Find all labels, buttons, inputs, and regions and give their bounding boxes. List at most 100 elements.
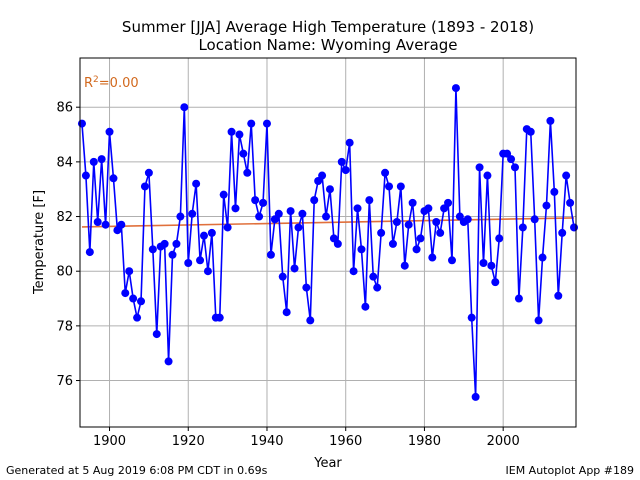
data-point (196, 256, 205, 265)
y-tick-label: 82 (56, 210, 73, 225)
data-point (412, 245, 421, 254)
data-point (341, 166, 350, 175)
data-point (428, 253, 437, 262)
data-point (274, 209, 283, 218)
data-point (255, 212, 264, 221)
x-tick-label: 1900 (93, 434, 126, 449)
data-point (369, 272, 378, 281)
data-point (262, 119, 271, 128)
data-point (306, 316, 315, 325)
y-tick-label: 84 (56, 155, 73, 170)
data-point (507, 155, 516, 164)
data-point (325, 185, 334, 194)
data-point (424, 204, 433, 213)
data-point (479, 259, 488, 267)
data-point (117, 220, 126, 229)
data-point (436, 228, 445, 237)
data-point (247, 119, 256, 128)
data-point (491, 278, 500, 287)
data-point (152, 330, 161, 339)
data-point (566, 198, 575, 207)
data-point (400, 261, 409, 270)
ticks: 1900 1920 1940 1960 1980 2000 76 78 80 82 84 86 (56, 101, 519, 449)
y-axis-label: Temperature [F] (32, 190, 47, 295)
data-point (89, 157, 98, 166)
data-point (176, 212, 185, 221)
data-point (408, 198, 417, 207)
data-point (518, 223, 527, 232)
data-point (282, 308, 291, 317)
data-point (385, 182, 394, 191)
trend-line (81, 217, 575, 228)
data-point (188, 209, 197, 218)
data-point (125, 267, 134, 276)
data-point (223, 223, 232, 232)
data-point (538, 253, 547, 262)
data-point (487, 261, 496, 270)
data-point (333, 239, 342, 248)
r2-superscript: 2 (93, 75, 99, 85)
data-point (471, 392, 480, 401)
y-tick-label: 80 (56, 265, 73, 280)
data-point (377, 228, 386, 237)
data-point (251, 196, 260, 205)
x-tick-label: 1980 (408, 434, 441, 449)
data-point (534, 316, 543, 325)
data-point (286, 207, 295, 216)
data-point (144, 168, 153, 177)
footer-app-id: IEM Autoplot App #189 (505, 464, 635, 477)
data-point (381, 168, 390, 177)
data-point (570, 223, 579, 232)
data-point (81, 171, 90, 180)
data-point (310, 196, 319, 205)
data-point (396, 182, 405, 191)
data-point (416, 234, 425, 243)
data-point (337, 157, 346, 166)
data-point (160, 239, 169, 248)
data-point (97, 155, 106, 164)
data-point (318, 171, 327, 180)
data-point (140, 182, 149, 191)
data-point (554, 291, 563, 300)
data-point (85, 248, 94, 257)
data-point (365, 196, 374, 205)
data-point (562, 171, 571, 180)
data-point (514, 294, 523, 303)
data-point (109, 174, 118, 183)
grid (80, 58, 576, 427)
data-point (495, 234, 504, 243)
data-point (164, 357, 173, 366)
data-point (298, 209, 307, 218)
data-point (483, 171, 492, 180)
data-point (322, 212, 331, 221)
data-point (546, 116, 555, 125)
data-point (388, 239, 397, 248)
data-point (530, 215, 539, 224)
data-point (172, 239, 181, 248)
data-point (278, 272, 287, 281)
data-point (373, 283, 382, 292)
data-point (180, 103, 189, 112)
data-point (542, 201, 551, 210)
y-tick-label: 78 (56, 319, 73, 334)
data-point (259, 198, 268, 207)
data-point (148, 245, 157, 254)
data-point (105, 127, 114, 136)
data-point (353, 204, 362, 213)
data-point (526, 127, 535, 136)
data-point (448, 256, 456, 265)
data-point (133, 313, 142, 322)
y-tick-label: 76 (56, 374, 73, 389)
series-layer (77, 84, 579, 401)
r2-annotation: R2=0.00 (84, 75, 139, 91)
data-point (349, 267, 358, 276)
chart-title: Summer [JJA] Average High Temperature (1… (122, 18, 534, 36)
data-point (121, 289, 130, 298)
data-point (475, 163, 484, 172)
data-point (168, 250, 177, 259)
x-tick-label: 1960 (329, 434, 362, 449)
data-point (444, 198, 453, 207)
data-point (404, 220, 413, 229)
footer-generated: Generated at 5 Aug 2019 6:08 PM CDT in 0… (6, 464, 268, 477)
